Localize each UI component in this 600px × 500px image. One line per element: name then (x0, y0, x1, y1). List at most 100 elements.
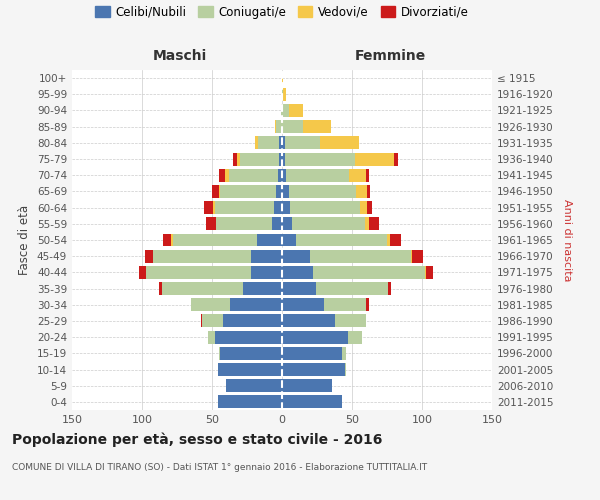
Bar (219, 169, 224, 181)
Bar (412, 250, 424, 262)
Bar (349, 169, 366, 181)
Bar (240, 152, 279, 166)
Bar (206, 218, 216, 230)
Bar (214, 201, 215, 214)
Bar (218, 396, 282, 408)
Bar (426, 266, 433, 279)
Bar (224, 169, 229, 181)
Bar (208, 330, 215, 344)
Bar (145, 250, 153, 262)
Bar (282, 379, 332, 392)
Bar (251, 250, 282, 262)
Bar (281, 104, 282, 117)
Bar (387, 234, 390, 246)
Y-axis label: Anni di nascita: Anni di nascita (562, 198, 572, 281)
Bar (256, 136, 258, 149)
Bar (153, 250, 251, 262)
Legend: Celibi/Nubili, Coniugati/e, Vedovi/e, Divorziati/e: Celibi/Nubili, Coniugati/e, Vedovi/e, Di… (91, 1, 473, 24)
Bar (219, 347, 220, 360)
Bar (282, 330, 348, 344)
Bar (411, 250, 412, 262)
Bar (296, 234, 387, 246)
Bar (355, 152, 394, 166)
Bar (201, 314, 202, 328)
Bar (282, 234, 296, 246)
Bar (394, 152, 398, 166)
Bar (230, 298, 282, 311)
Bar (348, 330, 362, 344)
Bar (274, 201, 282, 214)
Bar (320, 136, 359, 149)
Bar (425, 266, 426, 279)
Bar (218, 363, 282, 376)
Bar (139, 266, 146, 279)
Bar (356, 185, 367, 198)
Bar (220, 347, 282, 360)
Bar (163, 234, 172, 246)
Bar (282, 152, 285, 166)
Bar (282, 363, 345, 376)
Bar (289, 104, 303, 117)
Bar (282, 136, 285, 149)
Bar (215, 330, 282, 344)
Bar (282, 72, 283, 85)
Text: Maschi: Maschi (153, 48, 207, 62)
Bar (313, 266, 425, 279)
Text: COMUNE DI VILLA DI TIRANO (SO) - Dati ISTAT 1° gennaio 2016 - Elaborazione TUTTI: COMUNE DI VILLA DI TIRANO (SO) - Dati IS… (12, 462, 427, 471)
Bar (388, 282, 391, 295)
Bar (316, 282, 388, 295)
Bar (390, 234, 401, 246)
Bar (243, 282, 282, 295)
Bar (277, 185, 282, 198)
Bar (282, 104, 289, 117)
Bar (275, 120, 277, 133)
Bar (282, 266, 313, 279)
Bar (369, 218, 379, 230)
Bar (289, 185, 356, 198)
Bar (335, 314, 366, 328)
Bar (282, 218, 292, 230)
Bar (191, 298, 230, 311)
Bar (279, 136, 282, 149)
Bar (278, 169, 282, 181)
Bar (229, 169, 278, 181)
Text: Femmine: Femmine (355, 48, 425, 62)
Bar (282, 347, 342, 360)
Bar (282, 250, 310, 262)
Bar (282, 169, 286, 181)
Text: Popolazione per età, sesso e stato civile - 2016: Popolazione per età, sesso e stato civil… (12, 432, 382, 447)
Bar (223, 314, 282, 328)
Bar (310, 250, 411, 262)
Bar (282, 282, 316, 295)
Bar (216, 218, 272, 230)
Bar (365, 218, 369, 230)
Bar (233, 152, 237, 166)
Bar (203, 201, 214, 214)
Bar (366, 169, 369, 181)
Bar (277, 120, 282, 133)
Bar (215, 201, 274, 214)
Bar (342, 347, 346, 360)
Bar (251, 266, 282, 279)
Bar (173, 234, 257, 246)
Bar (290, 201, 361, 214)
Bar (303, 120, 331, 133)
Bar (202, 314, 223, 328)
Bar (282, 298, 324, 311)
Bar (226, 379, 282, 392)
Bar (345, 363, 346, 376)
Bar (282, 201, 290, 214)
Bar (258, 136, 279, 149)
Bar (272, 218, 282, 230)
Bar (257, 234, 282, 246)
Bar (212, 185, 219, 198)
Bar (282, 120, 303, 133)
Bar (282, 396, 342, 408)
Bar (279, 152, 282, 166)
Bar (324, 298, 366, 311)
Bar (282, 314, 335, 328)
Bar (292, 218, 365, 230)
Bar (161, 282, 243, 295)
Bar (283, 88, 286, 101)
Bar (367, 201, 371, 214)
